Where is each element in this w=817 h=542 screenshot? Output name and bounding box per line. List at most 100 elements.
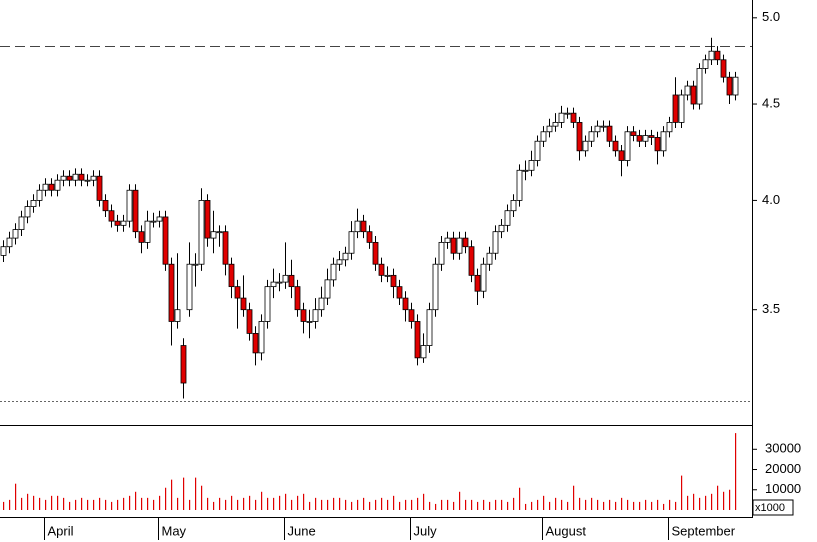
volume-bar [351,501,353,510]
unit-box [752,499,794,516]
volume-bar [627,499,629,510]
candle-body [384,274,391,277]
candle-body [402,297,409,311]
candle-body [390,274,397,288]
candle-body [144,220,151,243]
candle-body [630,131,637,136]
candle-body [486,252,493,265]
candle-body [378,263,385,276]
candle-body [12,229,19,239]
volume-bar [363,497,365,510]
candle-body [480,263,487,292]
volume-bar [693,493,695,510]
volume-bar [333,497,335,510]
candle-body [498,224,505,233]
candle-body [330,263,337,281]
volume-bar [237,499,239,510]
volume-bar [135,491,137,510]
volume-bar [399,501,401,510]
candle-body [162,216,169,265]
candle-body [492,231,499,254]
candle-body [636,135,643,142]
x-tick-label: April [48,523,74,538]
candle-body [282,274,289,283]
candle-body [696,68,703,105]
volume-bar [633,501,635,510]
candle-body [576,122,583,152]
candle-body [288,274,295,288]
candle-body [510,200,517,212]
volume-bar [315,497,317,510]
candle-body [438,241,445,265]
y-tick-label: 30000 [765,441,801,456]
candle-body [534,140,541,161]
volume-bar [213,501,215,510]
volume-bar [591,497,593,510]
volume-bar [87,499,89,510]
volume-bar [483,499,485,510]
candle-body [54,179,61,191]
volume-bar [105,499,107,510]
volume-bar [465,499,467,510]
volume-bar [411,499,413,510]
volume-bar [597,499,599,510]
volume-bar [147,497,149,510]
candle-body [642,135,649,142]
y-tick-label: 4.5 [762,95,780,110]
volume-bar [141,497,143,510]
candle-body [624,131,631,161]
volume-bar [327,499,329,510]
volume-bar [369,501,371,510]
candle-body [708,50,715,61]
candle-body [714,50,721,61]
volume-bar [729,489,731,510]
volume-bar [225,499,227,510]
candle-body [588,131,595,142]
volume-bar [507,501,509,510]
volume-bar [243,497,245,510]
candle-body [522,169,529,172]
volume-bar [705,495,707,510]
volume-bar [501,499,503,510]
candle-body [456,237,463,254]
volume-bar [687,495,689,510]
candle-body [570,112,577,123]
candle-body [72,173,79,181]
candle-body [132,189,139,233]
volume-bar [711,493,713,510]
candle-body [426,309,433,346]
candle-body [36,189,43,201]
y-tick-label: 10000 [765,481,801,496]
candle-body [462,237,469,248]
volume-bar [69,501,71,510]
candle-body [420,345,427,359]
candle-body [552,122,559,127]
volume-bar [609,499,611,510]
candle-body [204,200,211,239]
volume-bar [663,503,665,510]
candle-body [198,200,205,265]
candle-body [234,286,241,299]
x-tick-label: September [672,523,736,538]
candle-body [690,85,697,105]
candle-body [6,237,13,248]
volume-bar [537,499,539,510]
volume-bar [669,499,671,510]
volume-bar [531,501,533,510]
candle-body [252,333,259,354]
candle-body [96,175,103,201]
volume-bar [645,499,647,510]
volume-bar [495,499,497,510]
volume-bar [183,477,185,510]
volume-bar [123,497,125,510]
unit-label: x1000 [755,502,785,514]
candle-body [186,263,193,311]
candle-body [246,309,253,334]
candle-body [264,286,271,322]
volume-bar [177,497,179,510]
candle-body [0,246,7,256]
candle-body [42,183,49,191]
volume-bar [51,495,53,510]
candle-body [474,274,481,292]
